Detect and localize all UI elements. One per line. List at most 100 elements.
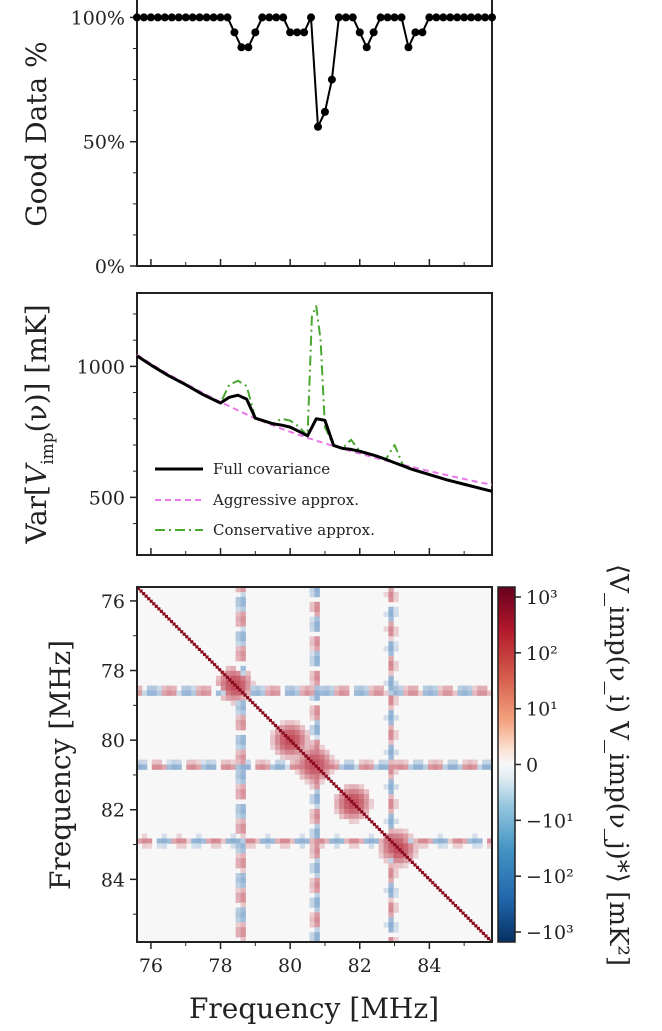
heatmap-cell <box>472 843 478 849</box>
heatmap-cell <box>309 626 315 632</box>
heatmap-cell <box>398 833 404 839</box>
heatmap-cell <box>240 784 246 790</box>
heatmap-cell <box>265 843 271 849</box>
heatmap-cell <box>339 803 345 810</box>
good-data-point <box>146 13 155 22</box>
heatmap-cell <box>324 769 330 775</box>
heatmap-cell <box>378 853 384 859</box>
ytick-label: 500 <box>89 487 125 509</box>
heatmap-cell <box>388 725 394 731</box>
heatmap-cell <box>215 838 222 844</box>
heatmap-diagonal-cell <box>474 924 478 928</box>
heatmap-cell <box>196 833 202 839</box>
heatmap-cell <box>176 833 182 839</box>
heatmap-diagonal-cell <box>360 810 364 814</box>
heatmap-cell <box>220 680 227 687</box>
heatmap-cell <box>388 646 394 652</box>
heatmap-cell <box>299 843 306 849</box>
heatmap-cell <box>363 759 370 765</box>
heatmap-cell <box>304 685 310 691</box>
heatmap-diagonal-cell <box>375 825 379 829</box>
heatmap-cell <box>176 838 182 844</box>
heatmap-cell <box>378 759 384 765</box>
heatmap-diagonal-cell <box>408 858 412 862</box>
heatmap-cell <box>235 813 241 820</box>
heatmap-cell <box>304 739 310 746</box>
heatmap-cell <box>245 838 251 844</box>
heatmap-cell <box>309 932 315 938</box>
good-data-point <box>230 28 239 37</box>
heatmap-cell <box>284 754 291 760</box>
heatmap-diagonal-cell <box>355 805 359 809</box>
good-data-line <box>137 16 492 128</box>
heatmap-diagonal-cell <box>164 614 169 619</box>
heatmap-cell <box>314 912 320 918</box>
heatmap-cell <box>304 779 310 785</box>
good-data-point <box>272 13 281 22</box>
heatmap-diagonal-cell <box>248 698 252 702</box>
heatmap-cell <box>235 734 241 741</box>
heatmap-cell <box>294 720 301 726</box>
good-data-y-ticks: 100% 50% 0% <box>71 7 137 278</box>
heatmap-cell <box>206 764 212 770</box>
heatmap-cell <box>270 764 276 770</box>
heatmap-cell <box>309 616 315 622</box>
heatmap-cell <box>309 651 315 657</box>
heatmap-cell <box>299 754 306 760</box>
heatmap-cell <box>309 660 315 667</box>
heatmap-cell <box>186 759 192 765</box>
heatmap-cell <box>309 729 315 736</box>
heatmap-cell <box>353 818 360 825</box>
heatmap-diagonal-cell <box>380 830 384 834</box>
heatmap-cell <box>314 734 320 741</box>
heatmap-cell <box>151 759 158 765</box>
heatmap-cell <box>314 710 320 716</box>
heatmap-cell <box>447 685 453 691</box>
heatmap-cell <box>240 937 246 943</box>
heatmap-cell <box>432 690 439 696</box>
heatmap-cell <box>393 606 399 613</box>
heatmap-cell <box>230 838 237 844</box>
heatmap-cell <box>403 685 409 691</box>
heatmap-diagonal-cell <box>187 637 191 641</box>
heatmap-cell <box>388 596 394 603</box>
heatmap-cell <box>235 877 241 884</box>
heatmap-cell <box>240 892 246 899</box>
heatmap-cell <box>487 690 493 696</box>
variance-ylabel-sub: imp <box>38 432 58 465</box>
heatmap-cell <box>240 902 246 908</box>
heatmap-cell <box>309 818 315 825</box>
heatmap-cell <box>176 759 182 765</box>
heatmap-cell <box>235 818 241 825</box>
heatmap-cell <box>309 621 315 627</box>
heatmap-cell <box>235 744 241 751</box>
heatmap-cell <box>284 690 291 696</box>
heatmap-diagonal-cell <box>223 673 227 677</box>
heatmap-cell <box>388 858 394 864</box>
heatmap-cell <box>314 739 320 746</box>
heatmap-cell <box>260 838 266 844</box>
heatmap-cell <box>432 685 439 691</box>
heatmap-diagonal-cell <box>382 832 387 837</box>
heatmap-diagonal-cell <box>159 609 163 613</box>
heatmap-cell <box>181 685 187 691</box>
heatmap-cell <box>388 626 394 632</box>
heatmap-cell <box>368 690 375 696</box>
good-data-point <box>202 13 211 22</box>
heatmap-cell <box>383 858 389 864</box>
heatmap-cell <box>388 700 394 706</box>
heatmap-cell <box>235 646 241 652</box>
heatmap-cell <box>393 690 399 696</box>
variance-x-ticks <box>150 548 465 555</box>
heatmap-cell <box>284 749 291 756</box>
heatmap-cell <box>393 749 399 756</box>
heatmap-cell <box>329 838 335 844</box>
heatmap-cell <box>240 641 246 647</box>
heatmap-cell <box>388 695 394 701</box>
heatmap-cell <box>294 685 301 691</box>
heatmap-cell <box>240 794 246 800</box>
heatmap-cell <box>284 725 291 731</box>
heatmap-cell <box>176 843 182 849</box>
heatmap-cell <box>413 685 419 691</box>
